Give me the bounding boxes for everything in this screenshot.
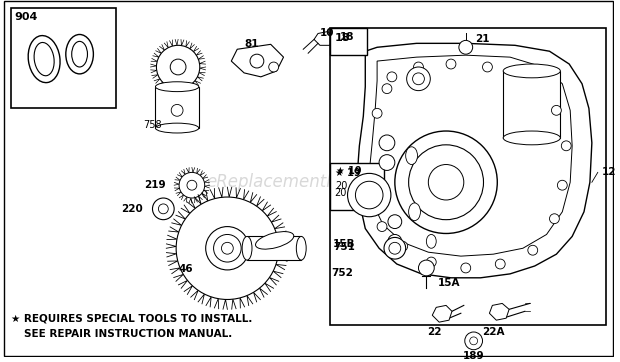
Circle shape	[379, 135, 395, 151]
Circle shape	[382, 84, 392, 94]
Circle shape	[355, 181, 383, 209]
Circle shape	[360, 241, 374, 255]
Circle shape	[414, 62, 423, 72]
Circle shape	[268, 62, 278, 72]
Circle shape	[187, 180, 197, 190]
Ellipse shape	[503, 131, 560, 145]
Polygon shape	[432, 306, 452, 322]
Text: 22: 22	[427, 327, 441, 337]
Circle shape	[358, 267, 372, 281]
Ellipse shape	[156, 82, 199, 92]
Circle shape	[179, 172, 205, 198]
Circle shape	[206, 227, 249, 270]
Circle shape	[384, 237, 405, 259]
Ellipse shape	[409, 203, 420, 221]
Circle shape	[461, 263, 471, 273]
Circle shape	[561, 141, 571, 151]
Ellipse shape	[503, 64, 560, 78]
Text: 20: 20	[335, 181, 348, 191]
Circle shape	[387, 72, 397, 82]
Text: 22A: 22A	[482, 327, 505, 337]
Bar	[11, 8, 116, 108]
Polygon shape	[489, 303, 509, 320]
Circle shape	[158, 204, 168, 214]
Bar	[330, 28, 606, 325]
Circle shape	[379, 155, 395, 171]
Text: 15A: 15A	[438, 278, 461, 288]
Ellipse shape	[296, 236, 306, 260]
Circle shape	[409, 145, 484, 220]
Text: 81: 81	[244, 39, 259, 49]
Circle shape	[482, 62, 492, 72]
Text: 46: 46	[178, 264, 193, 274]
Text: 219: 219	[144, 180, 166, 190]
Circle shape	[418, 260, 434, 276]
Circle shape	[428, 164, 464, 200]
Circle shape	[153, 198, 174, 220]
Circle shape	[495, 259, 505, 269]
Circle shape	[398, 241, 407, 251]
Bar	[330, 28, 367, 55]
Ellipse shape	[255, 232, 294, 249]
Text: SEE REPAIR INSTRUCTION MANUAL.: SEE REPAIR INSTRUCTION MANUAL.	[24, 329, 233, 339]
Circle shape	[176, 197, 278, 299]
Circle shape	[221, 242, 233, 254]
Circle shape	[171, 104, 183, 116]
Circle shape	[389, 242, 401, 254]
Bar	[247, 236, 301, 260]
Text: 12: 12	[602, 167, 616, 177]
Circle shape	[528, 245, 538, 255]
Ellipse shape	[242, 236, 252, 260]
Circle shape	[395, 131, 497, 233]
Text: 15B: 15B	[333, 239, 355, 249]
Circle shape	[170, 59, 186, 75]
Text: 752: 752	[332, 268, 353, 278]
Text: ★ REQUIRES SPECIAL TOOLS TO INSTALL.: ★ REQUIRES SPECIAL TOOLS TO INSTALL.	[11, 313, 252, 323]
Circle shape	[377, 222, 387, 232]
Text: 220: 220	[121, 204, 143, 214]
Circle shape	[549, 214, 559, 224]
Text: 10: 10	[320, 28, 334, 38]
Circle shape	[372, 108, 382, 118]
Polygon shape	[357, 43, 592, 278]
Circle shape	[427, 257, 436, 267]
Text: 189: 189	[463, 351, 484, 361]
Bar	[156, 87, 199, 128]
Ellipse shape	[405, 147, 417, 164]
Text: 18: 18	[335, 33, 350, 42]
Circle shape	[348, 173, 391, 217]
Circle shape	[446, 59, 456, 69]
Circle shape	[551, 105, 561, 115]
Ellipse shape	[156, 123, 199, 133]
Text: 21: 21	[476, 34, 490, 45]
Circle shape	[407, 67, 430, 90]
Text: 751: 751	[334, 242, 355, 252]
Circle shape	[250, 54, 264, 68]
Circle shape	[388, 215, 402, 228]
Text: 904: 904	[15, 12, 38, 22]
Bar	[330, 163, 384, 210]
Circle shape	[367, 192, 377, 202]
Text: 20: 20	[335, 188, 347, 198]
Circle shape	[213, 235, 241, 262]
Polygon shape	[314, 31, 334, 45]
Text: ★ 19: ★ 19	[335, 168, 360, 177]
Circle shape	[459, 41, 472, 54]
Text: 758: 758	[144, 120, 162, 130]
Text: eReplacementParts.com: eReplacementParts.com	[206, 173, 410, 191]
Circle shape	[465, 332, 482, 350]
Circle shape	[388, 235, 402, 248]
Ellipse shape	[427, 235, 436, 248]
Circle shape	[557, 180, 567, 190]
Text: ★ 19: ★ 19	[335, 165, 361, 176]
Text: 18: 18	[340, 31, 354, 42]
Bar	[503, 71, 560, 138]
Circle shape	[470, 337, 477, 345]
Circle shape	[156, 45, 200, 89]
Circle shape	[412, 73, 425, 85]
Polygon shape	[231, 44, 283, 77]
